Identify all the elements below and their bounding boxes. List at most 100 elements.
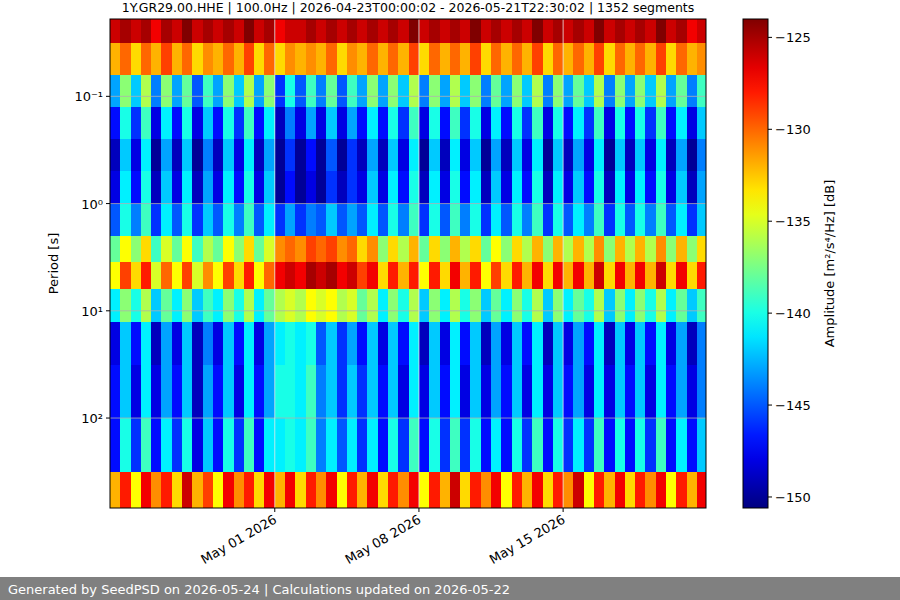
cell <box>203 171 214 204</box>
cell <box>543 19 554 44</box>
cell <box>347 262 358 290</box>
cell <box>687 139 698 172</box>
colorbar-title: Amplitude [m²/s⁴/Hz] [dB] <box>822 180 837 348</box>
cell <box>120 236 131 263</box>
cell <box>532 139 543 172</box>
cell <box>244 418 255 472</box>
cell <box>254 75 265 108</box>
cell <box>594 107 605 140</box>
cell <box>172 139 183 172</box>
cell <box>584 75 595 108</box>
cell <box>491 204 502 237</box>
cell <box>656 139 667 172</box>
cell <box>161 418 172 472</box>
cell <box>275 107 286 140</box>
cell <box>625 19 636 44</box>
cell <box>543 107 554 140</box>
grid-line <box>110 203 706 204</box>
cell <box>151 365 162 419</box>
cell <box>172 472 183 508</box>
cell <box>584 262 595 290</box>
cell <box>264 171 275 204</box>
cell <box>615 322 626 366</box>
cell <box>635 472 646 508</box>
cell <box>203 322 214 366</box>
cell <box>244 139 255 172</box>
cell <box>429 139 440 172</box>
tick-label: May 15 2026 <box>487 512 568 567</box>
tick <box>106 418 110 419</box>
cell <box>203 139 214 172</box>
cell <box>378 289 389 322</box>
cell <box>656 472 667 508</box>
cell <box>522 262 533 290</box>
cell <box>543 43 554 75</box>
cell <box>295 322 306 366</box>
cell <box>470 139 481 172</box>
cell <box>141 289 152 322</box>
cell <box>388 236 399 263</box>
cell <box>203 365 214 419</box>
cell <box>553 365 564 419</box>
cell <box>584 139 595 172</box>
cell <box>532 236 543 263</box>
cell <box>563 43 574 75</box>
cell <box>326 322 337 366</box>
cell <box>337 289 348 322</box>
cell <box>151 236 162 263</box>
tick-label: −125 <box>775 30 811 45</box>
cell <box>635 262 646 290</box>
cell <box>378 43 389 75</box>
cell <box>254 289 265 322</box>
cell <box>522 75 533 108</box>
grid-line <box>274 19 275 508</box>
cell <box>491 139 502 172</box>
cell <box>625 43 636 75</box>
cell <box>573 365 584 419</box>
cell <box>110 472 121 508</box>
cell <box>275 289 286 322</box>
cell <box>450 107 461 140</box>
cell <box>563 19 574 44</box>
cell <box>192 204 203 237</box>
cell <box>584 472 595 508</box>
cell <box>213 204 224 237</box>
cell <box>697 75 706 108</box>
cell <box>594 322 605 366</box>
cell <box>285 171 296 204</box>
cell <box>573 204 584 237</box>
cell <box>151 75 162 108</box>
cell <box>326 139 337 172</box>
cell <box>697 204 706 237</box>
cell <box>223 418 234 472</box>
cell <box>450 171 461 204</box>
cell <box>234 19 245 44</box>
cell <box>491 262 502 290</box>
cell <box>326 236 337 263</box>
cell <box>522 365 533 419</box>
cell <box>450 365 461 419</box>
cell <box>131 43 142 75</box>
cell <box>460 171 471 204</box>
tick-label: May 08 2026 <box>343 512 424 567</box>
cell <box>192 139 203 172</box>
cell <box>656 204 667 237</box>
cell <box>573 472 584 508</box>
cell <box>532 204 543 237</box>
cell <box>563 139 574 172</box>
cell <box>676 139 687 172</box>
grid-line <box>110 96 706 97</box>
cell <box>234 365 245 419</box>
cell <box>543 472 554 508</box>
cell <box>512 365 523 419</box>
cell <box>532 262 543 290</box>
cell <box>470 472 481 508</box>
cell <box>347 139 358 172</box>
cell <box>470 322 481 366</box>
cell <box>594 43 605 75</box>
cell <box>357 107 368 140</box>
cell <box>584 19 595 44</box>
cell <box>367 472 378 508</box>
cell <box>141 262 152 290</box>
cell <box>326 204 337 237</box>
